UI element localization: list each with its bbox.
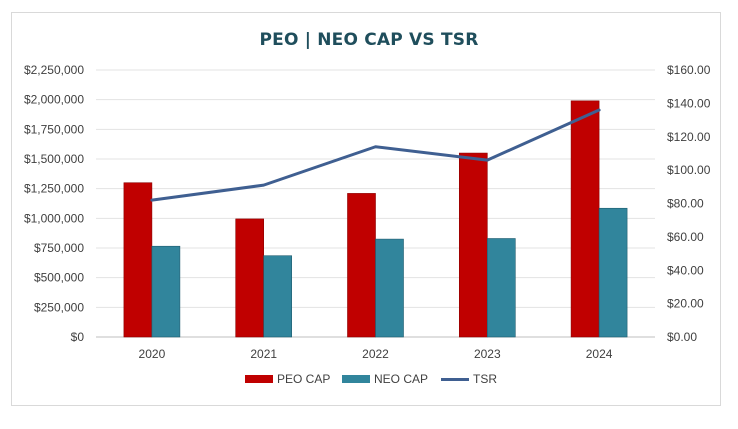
neo-cap-bar [263,255,293,338]
x-tick-label: 2023 [474,347,501,361]
neo-cap-bar [375,238,404,338]
y-right-tick-label: $140.00 [667,96,711,110]
y-right-tick-label: $20.00 [667,297,704,311]
y-right-tick-label: $60.00 [667,230,704,244]
y-left-tick-label: $2,000,000 [24,93,84,107]
neo-cap-bar [151,245,181,338]
y-left-tick-label: $250,000 [34,300,84,314]
y-right-tick-label: $120.00 [667,130,711,144]
peo-cap-bar [235,218,264,338]
legend-item-neo: NEO CAP [342,372,428,386]
legend-item-peo: PEO CAP [245,372,330,386]
y-right-tick-label: $0.00 [667,330,697,344]
x-tick-label: 2024 [586,347,613,361]
y-left-tick-label: $0 [71,330,85,344]
y-left-tick-label: $750,000 [34,241,84,255]
bars [123,100,628,338]
legend-item-tsr: TSR [441,372,497,386]
y-left-tick-label: $1,250,000 [24,182,84,196]
y-left-tick-label: $1,500,000 [24,152,84,166]
legend-swatch-tsr [441,377,469,381]
neo-cap-bar [486,238,516,338]
y-left-tick-label: $1,750,000 [24,122,84,136]
chart-title: PEO | NEO CAP VS TSR [259,30,479,50]
tsr-line [150,108,601,202]
x-tick-label: 2022 [362,347,389,361]
peo-cap-bar [347,193,376,338]
x-tick-label: 2020 [139,347,166,361]
y-right-tick-label: $100.00 [667,163,711,177]
tsr-line-layer [150,108,601,202]
y-right-tick-label: $40.00 [667,263,704,277]
legend-label-tsr: TSR [473,372,497,386]
y-left-tick-label: $1,000,000 [24,211,84,225]
neo-cap-bar [598,207,628,338]
legend-swatch-neo [342,375,370,383]
peo-cap-bar [458,152,488,338]
legend-swatch-peo [245,375,273,383]
peo-cap-bar [570,100,600,338]
axis-labels: $0 $250,000 $500,000 $750,000 $1,000,000 $1,2… [24,63,711,361]
peo-cap-bar [123,182,153,338]
legend-label-neo: NEO CAP [374,372,429,386]
x-tick-label: 2021 [250,347,277,361]
y-right-tick-label: $160.00 [667,63,711,77]
y-left-tick-label: $500,000 [34,271,84,285]
y-right-tick-label: $80.00 [667,197,704,211]
legend: PEO CAP NEO CAP TSR [0,372,738,392]
legend-label-peo: PEO CAP [277,372,331,386]
y-left-tick-label: $2,250,000 [24,63,84,77]
